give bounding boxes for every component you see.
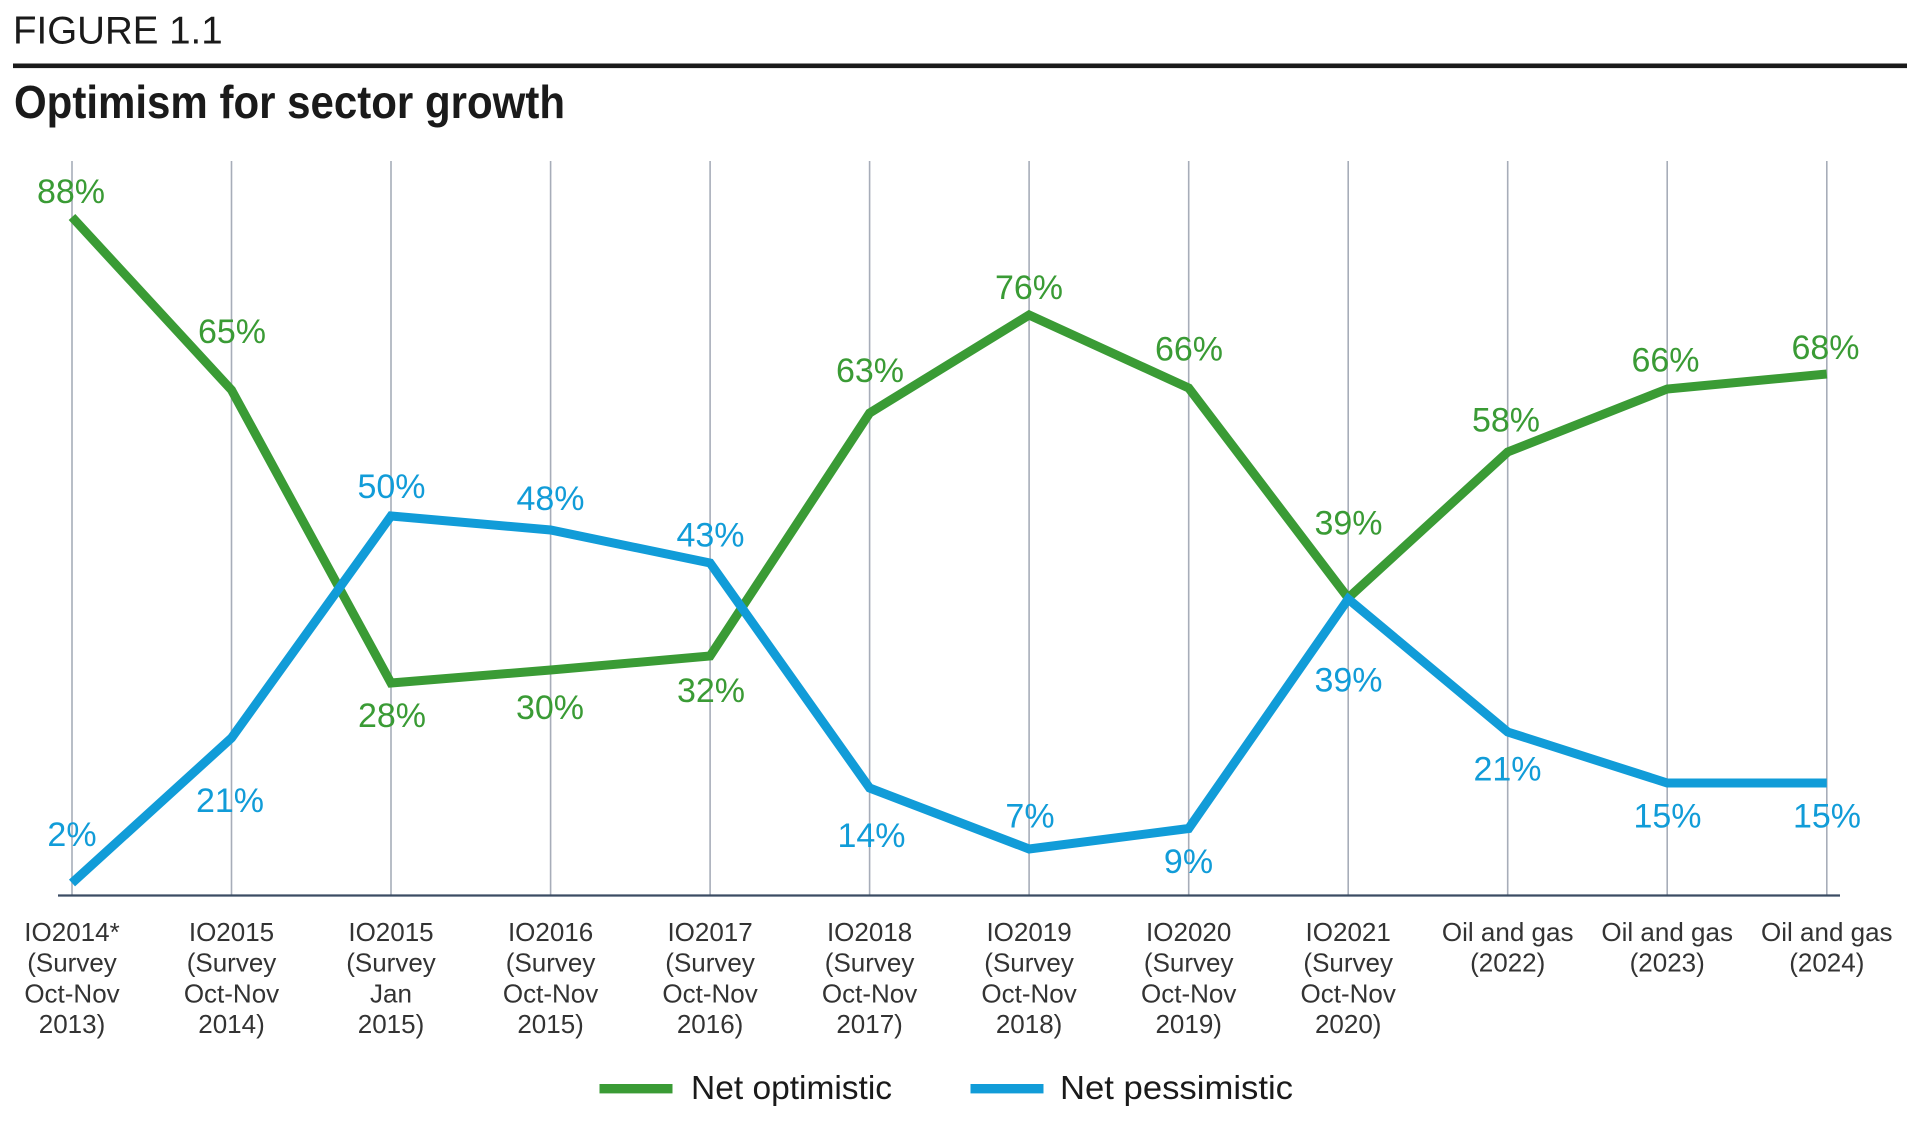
svg-text:2015): 2015) [358, 1009, 425, 1039]
svg-text:Net optimistic: Net optimistic [691, 1070, 892, 1107]
svg-text:IO2017: IO2017 [667, 917, 752, 947]
svg-text:(2023): (2023) [1630, 948, 1705, 978]
svg-text:(Survey: (Survey [1303, 948, 1393, 978]
svg-text:58%: 58% [1472, 402, 1540, 440]
svg-text:66%: 66% [1631, 342, 1699, 380]
svg-text:IO2018: IO2018 [827, 917, 912, 947]
svg-text:(Survey: (Survey [665, 948, 755, 978]
svg-text:2019): 2019) [1155, 1009, 1222, 1039]
svg-text:(2022): (2022) [1470, 948, 1545, 978]
svg-text:7%: 7% [1005, 798, 1054, 836]
svg-text:50%: 50% [357, 468, 425, 506]
svg-text:(Survey: (Survey [825, 948, 915, 978]
svg-text:Oct-Nov: Oct-Nov [1141, 978, 1236, 1008]
svg-text:Oct-Nov: Oct-Nov [822, 978, 917, 1008]
svg-text:(Survey: (Survey [984, 948, 1074, 978]
svg-text:2%: 2% [47, 816, 96, 854]
svg-text:63%: 63% [836, 352, 904, 390]
svg-text:2015): 2015) [517, 1009, 584, 1039]
svg-text:65%: 65% [198, 313, 266, 351]
svg-text:2017): 2017) [836, 1009, 903, 1039]
svg-text:IO2015: IO2015 [189, 917, 274, 947]
svg-text:28%: 28% [358, 697, 426, 735]
svg-text:68%: 68% [1791, 329, 1859, 367]
svg-text:21%: 21% [1473, 751, 1541, 789]
svg-text:(Survey: (Survey [346, 948, 436, 978]
svg-text:30%: 30% [516, 689, 584, 727]
svg-text:(Survey: (Survey [187, 948, 277, 978]
svg-text:39%: 39% [1314, 505, 1382, 543]
svg-text:IO2015: IO2015 [348, 917, 433, 947]
svg-text:2014): 2014) [198, 1009, 265, 1039]
svg-text:Oct-Nov: Oct-Nov [1301, 978, 1396, 1008]
svg-text:14%: 14% [837, 817, 905, 855]
svg-text:2016): 2016) [677, 1009, 744, 1039]
svg-text:66%: 66% [1155, 331, 1223, 369]
svg-text:21%: 21% [196, 782, 264, 820]
svg-text:(Survey: (Survey [506, 948, 596, 978]
svg-text:(2024): (2024) [1789, 948, 1864, 978]
svg-text:Oil and gas: Oil and gas [1601, 917, 1733, 947]
svg-text:FIGURE 1.1: FIGURE 1.1 [13, 10, 223, 53]
svg-text:Oct-Nov: Oct-Nov [662, 978, 757, 1008]
svg-text:2013): 2013) [39, 1009, 106, 1039]
svg-text:Oct-Nov: Oct-Nov [24, 978, 119, 1008]
svg-text:Oil and gas: Oil and gas [1442, 917, 1574, 947]
svg-text:Oct-Nov: Oct-Nov [981, 978, 1076, 1008]
svg-text:43%: 43% [676, 517, 744, 555]
svg-text:9%: 9% [1164, 843, 1213, 881]
svg-text:Optimism for sector growth: Optimism for sector growth [14, 76, 565, 128]
svg-text:76%: 76% [995, 269, 1063, 307]
svg-text:Oct-Nov: Oct-Nov [503, 978, 598, 1008]
svg-text:Oct-Nov: Oct-Nov [184, 978, 279, 1008]
svg-text:IO2021: IO2021 [1306, 917, 1391, 947]
svg-text:32%: 32% [677, 672, 745, 710]
svg-text:Jan: Jan [370, 978, 412, 1008]
svg-text:2020): 2020) [1315, 1009, 1382, 1039]
svg-text:Net pessimistic: Net pessimistic [1060, 1070, 1293, 1107]
svg-text:IO2020: IO2020 [1146, 917, 1231, 947]
svg-text:IO2019: IO2019 [986, 917, 1071, 947]
svg-text:(Survey: (Survey [1144, 948, 1234, 978]
svg-text:39%: 39% [1314, 662, 1382, 700]
svg-text:IO2014*: IO2014* [24, 917, 119, 947]
svg-text:IO2016: IO2016 [508, 917, 593, 947]
svg-text:88%: 88% [37, 173, 105, 211]
svg-text:15%: 15% [1793, 798, 1861, 836]
svg-text:15%: 15% [1633, 798, 1701, 836]
svg-text:2018): 2018) [996, 1009, 1063, 1039]
svg-text:Oil and gas: Oil and gas [1761, 917, 1893, 947]
svg-text:48%: 48% [516, 480, 584, 518]
svg-text:(Survey: (Survey [27, 948, 117, 978]
